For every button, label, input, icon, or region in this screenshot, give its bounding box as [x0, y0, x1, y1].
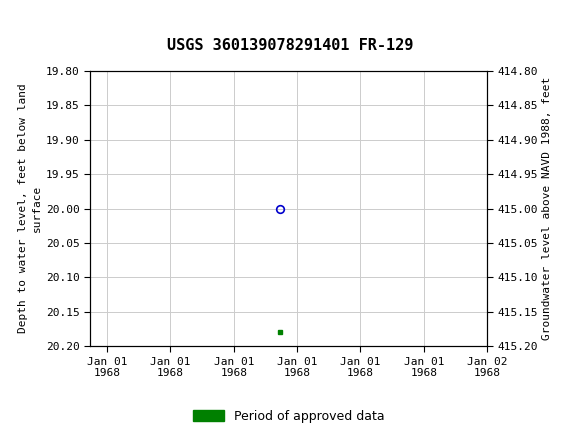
- Legend: Period of approved data: Period of approved data: [187, 405, 390, 428]
- Y-axis label: Groundwater level above NAVD 1988, feet: Groundwater level above NAVD 1988, feet: [542, 77, 552, 340]
- Y-axis label: Depth to water level, feet below land
surface: Depth to water level, feet below land su…: [19, 84, 42, 333]
- Text: USGS 360139078291401 FR-129: USGS 360139078291401 FR-129: [167, 38, 413, 52]
- Text: ≡USGS: ≡USGS: [9, 9, 55, 24]
